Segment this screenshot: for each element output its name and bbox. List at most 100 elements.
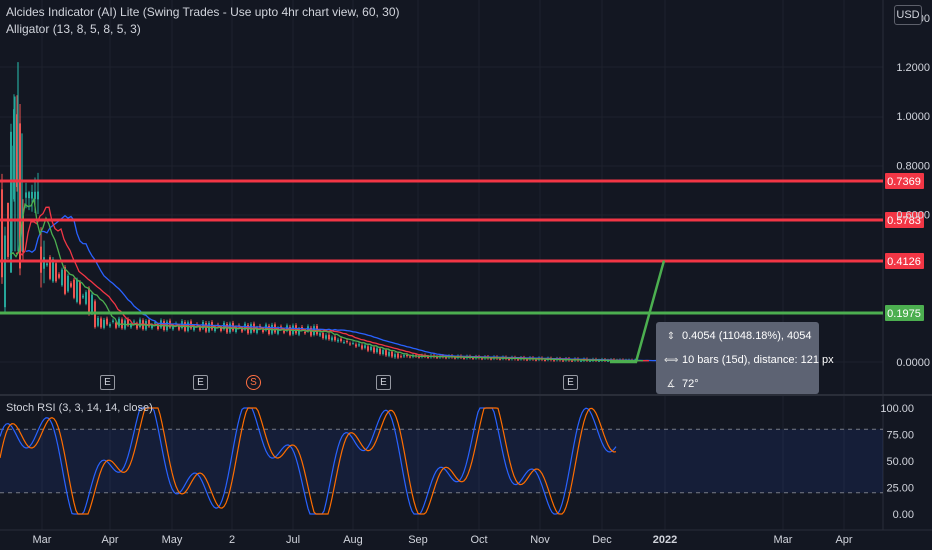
candle-body (55, 263, 57, 282)
alligator-title[interactable]: Alligator (13, 8, 5, 8, 5, 3) (6, 22, 141, 36)
stoch-axis-tick: 25.00 (886, 483, 914, 495)
time-axis-label: 2 (229, 534, 235, 546)
candle-body (61, 269, 63, 286)
stoch-rsi-title[interactable]: Stoch RSI (3, 3, 14, 14, close) (6, 402, 153, 414)
price-axis-tick: 0.6000 (896, 210, 930, 222)
candle-body (376, 348, 378, 353)
currency-button[interactable]: USD (894, 5, 922, 25)
candle-body (277, 328, 279, 334)
candle-body (340, 338, 342, 342)
stoch-k-line (0, 407, 617, 515)
candle-body (91, 294, 93, 314)
candle-body (37, 191, 39, 200)
time-axis-label: Apr (101, 534, 118, 546)
split-event-marker[interactable]: S (246, 375, 261, 390)
earnings-event-marker[interactable]: E (100, 375, 115, 390)
candle-body (343, 342, 345, 344)
candle-body (49, 257, 51, 279)
candle-body (127, 319, 129, 326)
earnings-event-marker[interactable]: E (193, 375, 208, 390)
candle-body (64, 267, 66, 294)
candle-body (22, 215, 24, 253)
candle-body (133, 321, 135, 323)
price-label-text: 0.5783 (887, 215, 921, 227)
earnings-event-marker[interactable]: E (563, 375, 578, 390)
measure-price-text: 0.4054 (11048.18%), 4054 (682, 330, 812, 342)
angle-icon: ∡ (666, 379, 676, 390)
measure-line (610, 260, 666, 364)
candle-body (199, 326, 201, 331)
alligator-lips-line (9, 196, 643, 362)
candle-body (331, 337, 333, 341)
candle-body (28, 192, 30, 199)
candle-body (160, 320, 162, 328)
candle-body (46, 263, 48, 266)
candle-body (379, 348, 381, 354)
candle-body (370, 346, 372, 351)
candle-body (52, 259, 54, 282)
candle-body (16, 114, 18, 187)
candle-body (283, 330, 285, 333)
candle-body (580, 360, 582, 362)
candle-body (151, 325, 153, 329)
time-axis-label: Sep (408, 534, 428, 546)
candle-body (214, 326, 216, 332)
candle-body (598, 360, 600, 362)
candle-body (73, 279, 75, 298)
candle-body (310, 327, 312, 336)
time-axis-label: Dec (592, 534, 612, 546)
candle-body (445, 357, 447, 359)
candle-body (454, 357, 456, 359)
candle-body (589, 360, 591, 362)
candle-body (535, 359, 537, 361)
time-axis-label: Nov (530, 534, 550, 546)
time-axis[interactable]: Mar Apr May 2 Jul Aug Sep Oct Nov Dec 2022 Mar Apr (0, 529, 932, 546)
time-axis-label: Oct (470, 534, 487, 546)
candle-body (325, 335, 327, 339)
candle-body (112, 320, 114, 322)
candle-body (388, 352, 390, 356)
candle-body (319, 333, 321, 336)
indicator-title[interactable]: Alcides Indicator (AI) Lite (Swing Trade… (6, 5, 400, 19)
candle-body (337, 339, 339, 342)
time-axis-label: Jul (286, 534, 300, 546)
candle-body (109, 324, 111, 327)
candle-body (256, 327, 258, 333)
price-axis-tick: 1.0000 (896, 111, 930, 123)
stoch-axis-tick: 75.00 (886, 430, 914, 442)
time-axis-label: Mar (33, 534, 52, 546)
candle-body (607, 360, 609, 362)
candle-body (262, 329, 264, 333)
candle-body (436, 357, 438, 359)
candle-body (79, 282, 81, 304)
candle-body (289, 326, 291, 335)
earnings-event-marker[interactable]: E (376, 375, 391, 390)
candle-body (1, 189, 3, 278)
candle-body (178, 325, 180, 330)
price-candles (1, 62, 636, 362)
candle-body (526, 359, 528, 361)
price-axis-tick: 0.0000 (896, 357, 930, 369)
horizontal-levels[interactable]: 0.7369 0.5783 0.4126 0.1975 (0, 173, 924, 321)
candle-body (397, 353, 399, 358)
candle-body (391, 351, 393, 357)
candle-body (118, 318, 120, 327)
candle-body (472, 358, 474, 360)
candle-body (34, 191, 36, 199)
time-axis-label: May (162, 534, 183, 546)
price-range-icon: ⇕ (666, 331, 676, 342)
candle-body (553, 360, 555, 362)
price-axis-tick: 1.2000 (896, 62, 930, 74)
grid-lines (0, 0, 932, 530)
candle-body (43, 257, 45, 269)
candle-body (106, 318, 108, 325)
time-axis-label: Mar (774, 534, 793, 546)
price-axis-tick: 0.8000 (896, 160, 930, 172)
time-axis-label: 2022 (653, 534, 677, 546)
candle-body (418, 356, 420, 358)
measure-angle-text: 72° (682, 378, 699, 390)
stoch-band (0, 429, 883, 493)
candle-body (67, 275, 69, 292)
candle-body (136, 323, 138, 329)
